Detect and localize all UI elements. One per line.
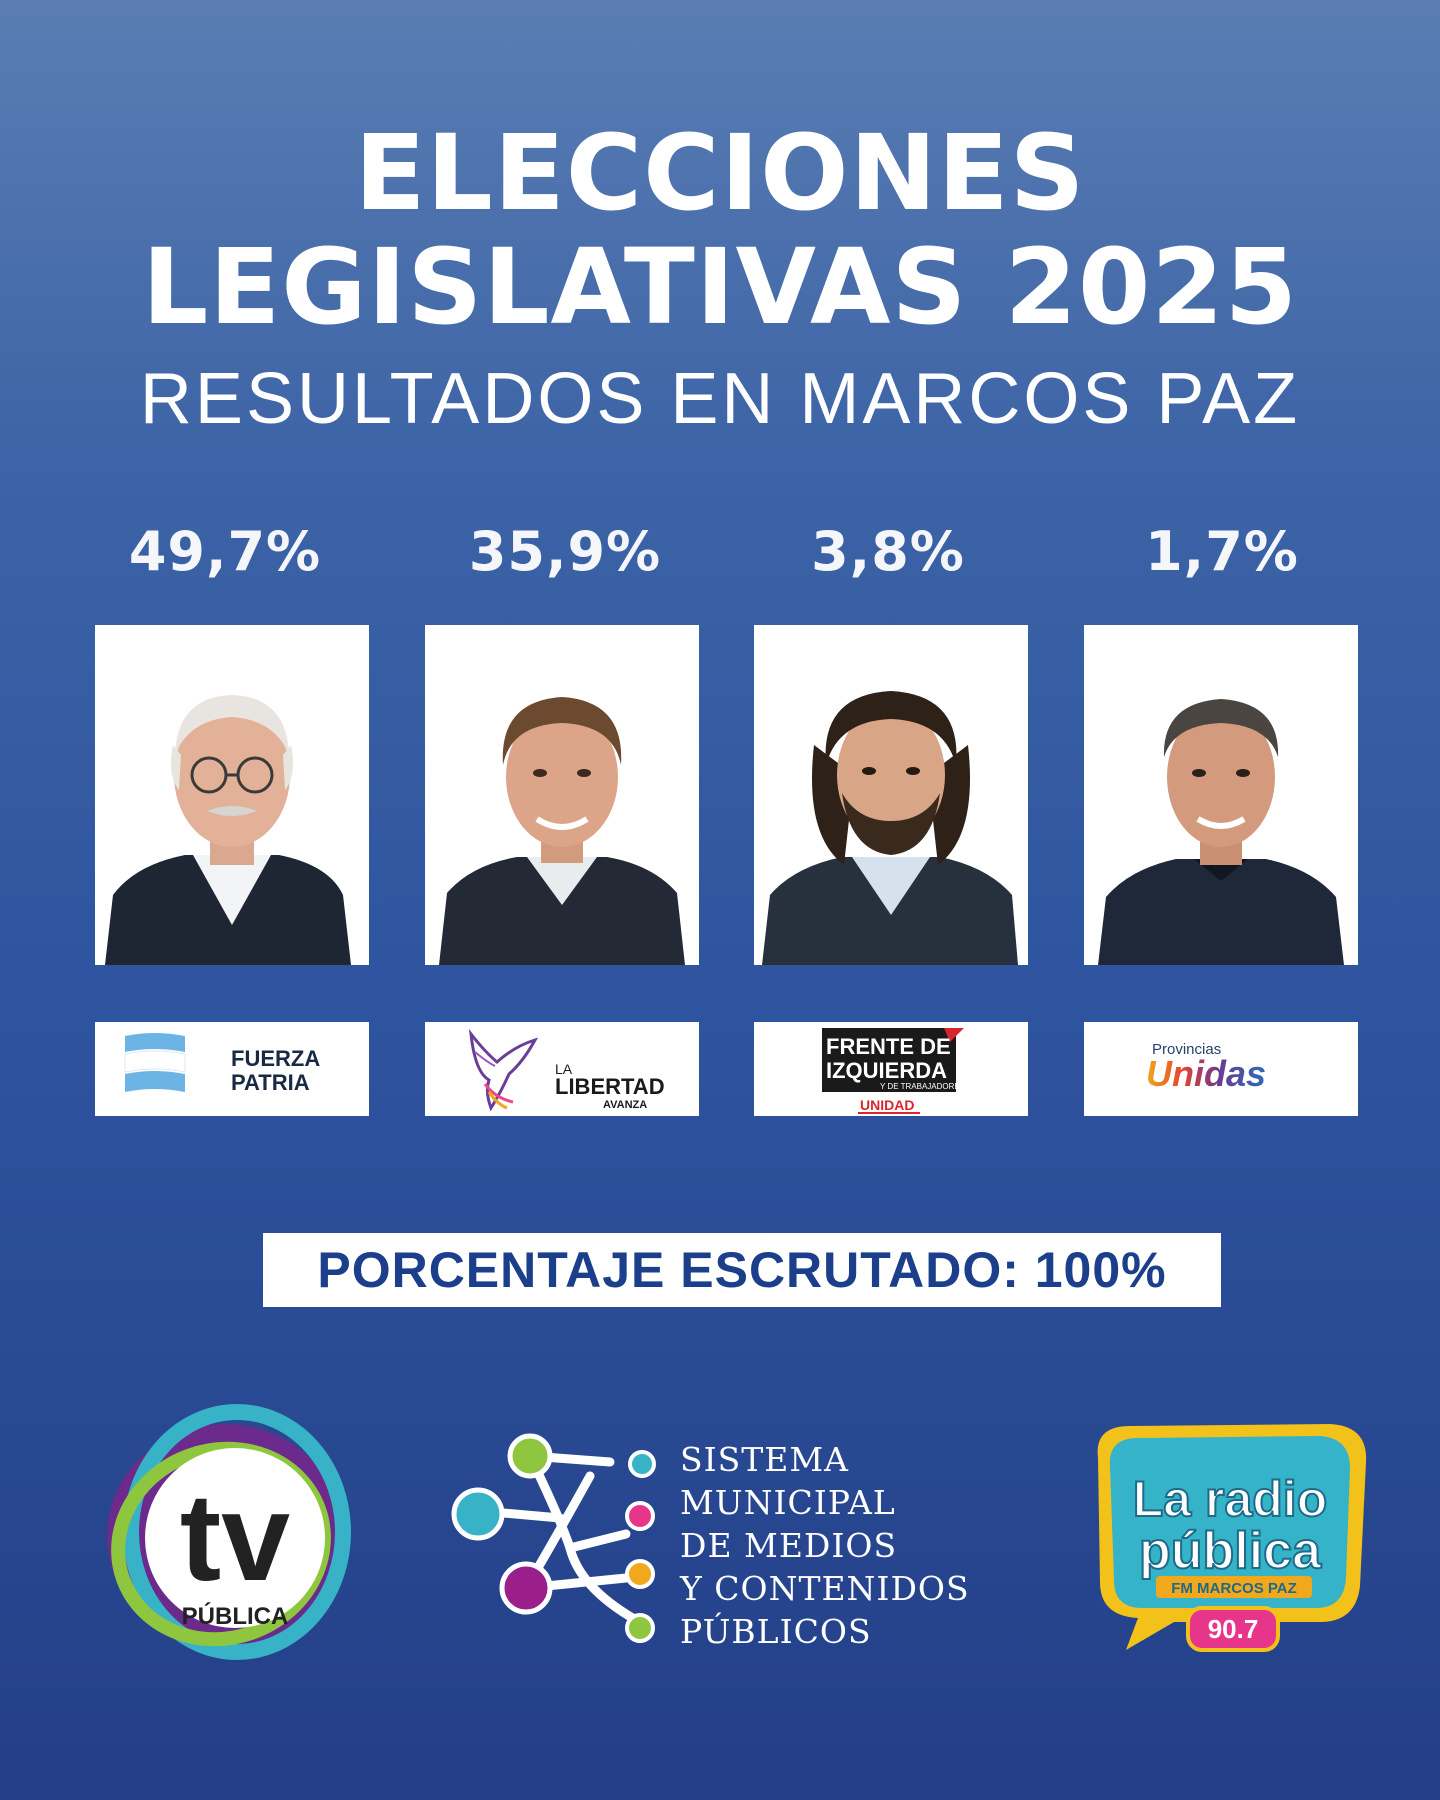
smm-line-3: DE MEDIOS xyxy=(680,1526,898,1565)
result-percent-2: 35,9% xyxy=(468,520,662,583)
smm-line-1: SISTEMA xyxy=(680,1440,849,1479)
party-logo-la-libertad-avanza: LA LIBERTAD AVANZA xyxy=(425,1022,699,1116)
tv-logo-main: tv xyxy=(180,1469,290,1607)
party-name-line1: FRENTE DE xyxy=(826,1034,951,1059)
smm-line-2: MUNICIPAL xyxy=(680,1483,896,1522)
libertad-bird-icon xyxy=(468,1028,539,1112)
candidate-photo-2 xyxy=(425,625,699,965)
candidate-photo-1 xyxy=(95,625,369,965)
party-name-line3: Y DE TRABAJADORES xyxy=(880,1082,965,1091)
candidate-photo-4 xyxy=(1084,625,1358,965)
party-logo-fuerza-patria: FUERZA PATRIA xyxy=(95,1022,369,1116)
page-subtitle: RESULTADOS EN MARCOS PAZ xyxy=(139,359,1301,439)
radio-logo-line1: La radio xyxy=(1133,1471,1327,1527)
radio-logo-line2: pública xyxy=(1139,1522,1322,1580)
result-percent-4: 1,7% xyxy=(1145,520,1299,583)
party-name-line1: FUERZA xyxy=(231,1046,320,1071)
page-title-line1: ELECCIONES xyxy=(354,112,1086,234)
party-name-line2: IZQUIERDA xyxy=(826,1058,947,1083)
result-percent-1: 49,7% xyxy=(128,520,322,583)
scrutiny-percentage-box: PORCENTAJE ESCRUTADO: 100% xyxy=(263,1233,1221,1307)
tv-logo-sub: PÚBLICA xyxy=(182,1602,289,1630)
party-name-line1: LA xyxy=(555,1061,573,1077)
smm-line-5: PÚBLICOS xyxy=(680,1612,872,1651)
smm-logo-text: SISTEMA MUNICIPAL DE MEDIOS Y CONTENIDOS… xyxy=(680,1438,1010,1653)
smm-line-4: Y CONTENIDOS xyxy=(680,1569,970,1608)
smm-logo-graphic xyxy=(450,1428,670,1662)
party-name-line1: Provincias xyxy=(1152,1041,1221,1058)
radio-logo-station: FM MARCOS PAZ xyxy=(1171,1580,1297,1597)
party-name-line4: UNIDAD xyxy=(860,1097,914,1113)
party-logo-provincias-unidas: Provincias Unidas xyxy=(1084,1022,1358,1116)
party-name-line2: Unidas xyxy=(1146,1053,1266,1094)
la-radio-publica-logo: La radio pública FM MARCOS PAZ 90.7 xyxy=(1084,1418,1374,1672)
page-title-line2: LEGISLATIVAS 2025 xyxy=(141,226,1299,348)
party-name-line2: LIBERTAD xyxy=(555,1074,665,1099)
result-percent-3: 3,8% xyxy=(811,520,965,583)
argentina-flag-icon xyxy=(124,1033,186,1092)
party-logo-frente-de-izquierda: FRENTE DE IZQUIERDA Y DE TRABAJADORES UN… xyxy=(754,1022,1028,1116)
smm-network-icon xyxy=(451,1433,656,1643)
party-name-line2: PATRIA xyxy=(231,1070,310,1095)
radio-logo-frequency: 90.7 xyxy=(1208,1614,1259,1644)
party-name-line3: AVANZA xyxy=(603,1099,647,1111)
tv-publica-logo: tv PÚBLICA xyxy=(95,1398,365,1672)
candidate-photo-3 xyxy=(754,625,1028,965)
